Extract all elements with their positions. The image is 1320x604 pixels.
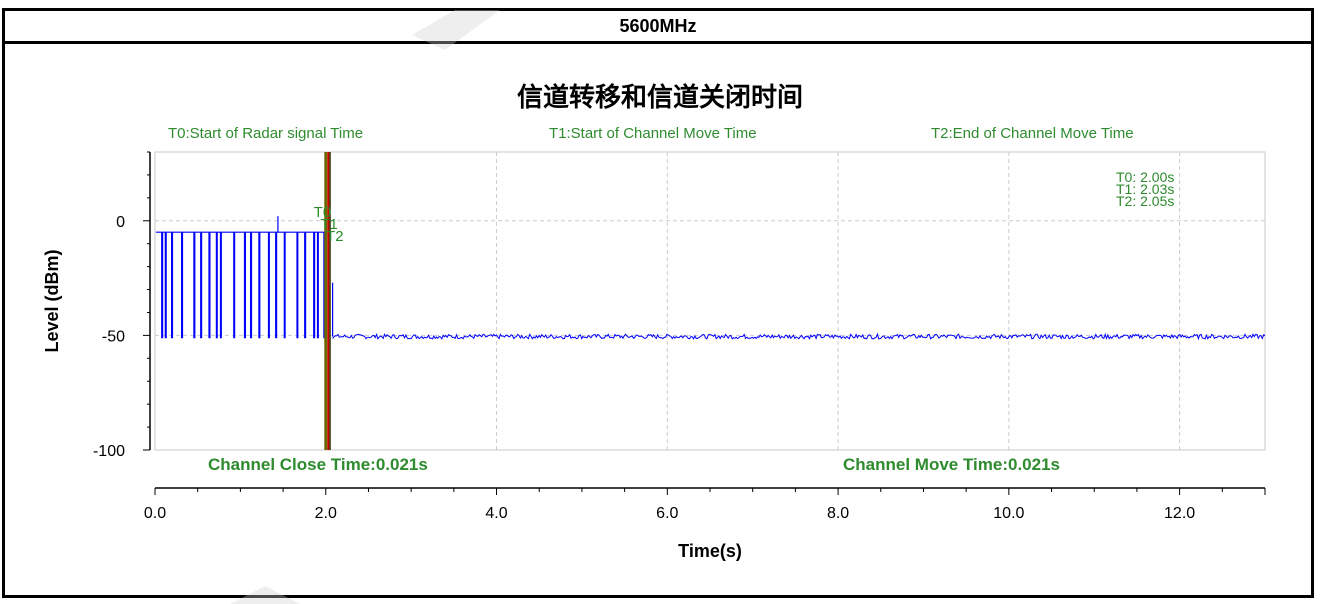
burst-trace [155,231,327,339]
y-axis-label: Level (dBm) [42,249,62,352]
plot-area [154,151,1266,451]
x-tick-label-6: 12.0 [1164,505,1195,522]
marker-tag-t1: T1 [320,216,338,233]
readout-t0: T0: 2.00s [1116,169,1174,185]
marker-tag-t0: T0 [314,204,332,221]
noise-floor-trace [332,332,1266,341]
x-tick-label-0: 0.0 [144,505,166,522]
y-tick-label-2: -100 [93,443,125,460]
watermark [230,10,500,604]
readout-t2: T2: 2.05s [1116,193,1174,209]
x-tick-label-1: 2.0 [315,505,337,522]
axes: 0 -50 -100 0.0 2.0 4.0 6.0 8.0 10.0 12.0 [93,151,1266,522]
grid-lines [155,152,1265,450]
readout-t1: T1: 2.03s [1116,181,1174,197]
signal-trace [155,216,1266,341]
top-label-t0: T0:Start of Radar signal Time [168,125,363,142]
x-tick-label-3: 6.0 [656,505,678,522]
top-label-t1: T1:Start of Channel Move Time [549,125,757,142]
chart-title: 信道转移和信道关闭时间 [517,82,803,113]
x-tick-label-5: 10.0 [993,505,1024,522]
y-tick-label-0: 0 [116,214,125,231]
channel-move-time-label: Channel Move Time:0.021s [843,455,1060,474]
x-tick-label-4: 8.0 [827,505,849,522]
marker-tag-t2: T2 [326,228,344,245]
x-axis-label: Time(s) [678,541,742,561]
y-tick-label-1: -50 [102,328,125,345]
top-label-t2: T2:End of Channel Move Time [931,125,1134,142]
frequency-header: 5600MHz [5,11,1311,44]
x-tick-label-2: 4.0 [485,505,507,522]
channel-close-time-label: Channel Close Time:0.021s [208,455,428,474]
figure-frame: 5600MHz [2,8,1314,598]
